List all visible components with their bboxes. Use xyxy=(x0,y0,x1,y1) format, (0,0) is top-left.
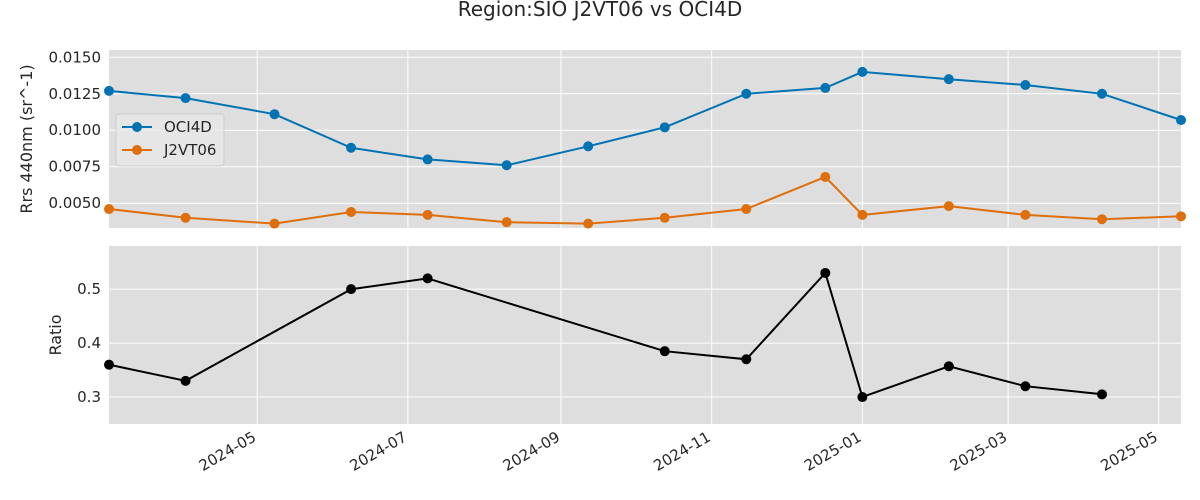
top-data-point-OCI4D xyxy=(422,154,433,165)
top-data-point-J2VT06 xyxy=(422,209,433,220)
top-data-point-J2VT06 xyxy=(741,204,752,215)
top-ytick-label: 0.0150 xyxy=(49,48,102,66)
bottom-data-point-ratio xyxy=(1020,381,1031,392)
legend-marker-oci4d xyxy=(132,122,142,132)
legend-label-j2vt06: J2VT06 xyxy=(163,141,216,159)
top-data-point-OCI4D xyxy=(659,122,670,133)
top-data-point-OCI4D xyxy=(1176,115,1186,126)
xtick-label: 2024-07 xyxy=(347,428,410,475)
bottom-panel: 0.3 0.4 0.5 2024-05 2024-07 2024-09 2024-11 20… xyxy=(46,246,1181,475)
bottom-data-point-ratio xyxy=(422,273,433,284)
bottom-data-point-ratio xyxy=(943,361,954,372)
top-data-point-OCI4D xyxy=(820,82,831,93)
legend-label-oci4d: OCI4D xyxy=(164,118,212,136)
xtick-label: 2024-11 xyxy=(650,428,713,475)
legend-marker-j2vt06 xyxy=(132,145,142,155)
xtick-label: 2025-03 xyxy=(947,428,1010,475)
chart-title: Region:SIO J2VT06 vs OCI4D xyxy=(458,0,743,21)
top-data-point-J2VT06 xyxy=(1176,211,1186,222)
bottom-data-point-ratio xyxy=(1096,389,1107,400)
bottom-data-point-ratio xyxy=(741,354,752,365)
bottom-data-point-ratio xyxy=(857,392,868,403)
bottom-ytick-label: 0.5 xyxy=(77,280,101,298)
xtick-label: 2025-05 xyxy=(1097,428,1160,475)
top-ytick-label: 0.0075 xyxy=(49,158,102,176)
top-ytick-label: 0.0100 xyxy=(49,121,102,139)
top-data-point-J2VT06 xyxy=(583,218,594,229)
bottom-data-point-ratio xyxy=(820,267,831,278)
top-data-point-OCI4D xyxy=(180,93,191,104)
top-data-point-OCI4D xyxy=(1096,88,1107,99)
top-data-point-OCI4D xyxy=(857,66,868,77)
bottom-plot-area xyxy=(109,246,1181,424)
top-data-point-OCI4D xyxy=(501,160,512,171)
top-data-point-J2VT06 xyxy=(659,212,670,223)
top-ylabel: Rrs 440nm (sr^-1) xyxy=(17,64,36,213)
bottom-ytick-label: 0.4 xyxy=(77,334,101,352)
top-data-point-OCI4D xyxy=(269,109,280,120)
top-data-point-J2VT06 xyxy=(857,209,868,220)
top-data-point-J2VT06 xyxy=(501,217,512,228)
top-plot-area xyxy=(109,50,1181,228)
top-data-point-OCI4D xyxy=(943,74,954,85)
top-data-point-OCI4D xyxy=(583,141,594,152)
xtick-label: 2024-09 xyxy=(500,428,563,475)
top-data-point-J2VT06 xyxy=(269,218,280,229)
bottom-data-point-ratio xyxy=(346,284,357,295)
top-ytick-label: 0.0050 xyxy=(49,194,102,212)
bottom-ytick-label: 0.3 xyxy=(77,388,101,406)
xtick-label: 2025-01 xyxy=(801,428,864,475)
top-data-point-J2VT06 xyxy=(346,206,357,217)
top-data-point-J2VT06 xyxy=(180,212,191,223)
top-data-point-J2VT06 xyxy=(1020,209,1031,220)
top-data-point-J2VT06 xyxy=(1096,214,1107,225)
top-data-point-OCI4D xyxy=(741,88,752,99)
xtick-label: 2024-05 xyxy=(196,428,259,475)
top-data-point-J2VT06 xyxy=(820,171,831,182)
top-panel: 0.0050 0.0075 0.0100 0.0125 0.0150 Rrs 440nm… xyxy=(17,48,1186,229)
legend: OCI4D J2VT06 xyxy=(115,113,225,167)
top-data-point-OCI4D xyxy=(346,142,357,153)
top-data-point-OCI4D xyxy=(104,85,114,96)
top-data-point-J2VT06 xyxy=(104,204,114,215)
top-ytick-label: 0.0125 xyxy=(49,85,102,103)
top-data-point-OCI4D xyxy=(1020,80,1031,91)
bottom-data-point-ratio xyxy=(104,359,114,370)
bottom-data-point-ratio xyxy=(180,375,191,386)
bottom-ylabel: Ratio xyxy=(46,314,65,355)
bottom-data-point-ratio xyxy=(659,346,670,357)
top-data-point-J2VT06 xyxy=(943,201,954,212)
